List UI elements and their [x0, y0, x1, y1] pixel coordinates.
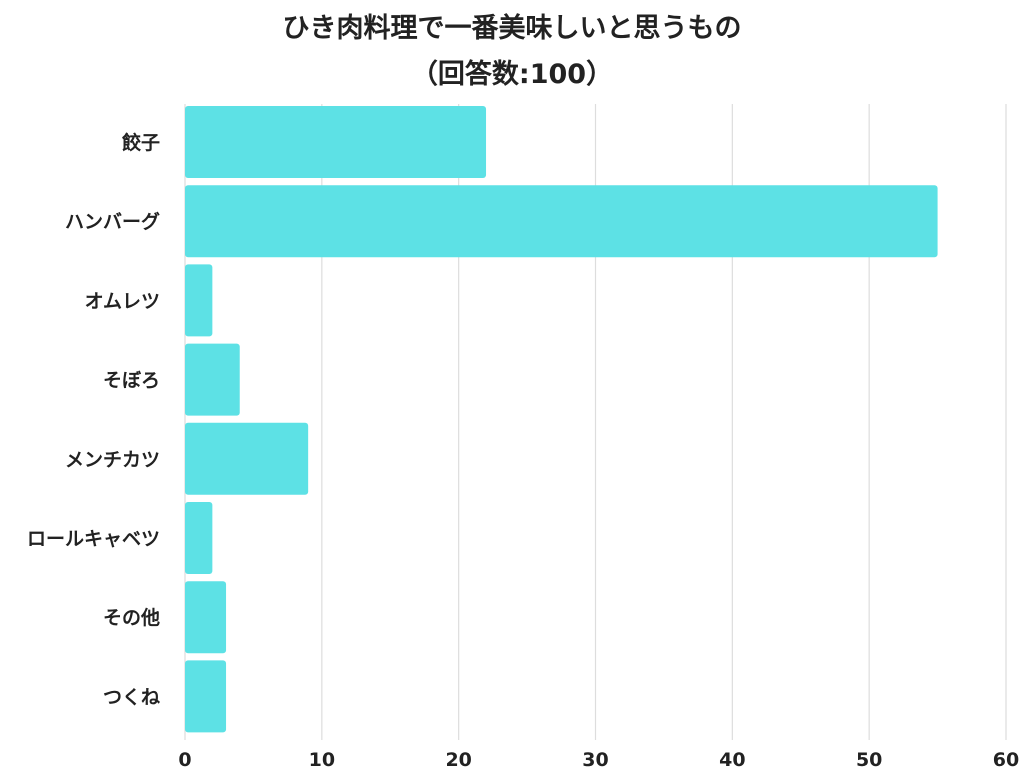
bar: [185, 581, 227, 654]
chart-title: ひき肉料理で一番美味しいと思うもの: [282, 13, 742, 44]
bar: [185, 502, 213, 574]
x-tick-label: 20: [445, 749, 471, 768]
category-label: そぼろ: [103, 370, 160, 392]
category-label: メンチカツ: [65, 449, 160, 471]
x-tick-label: 50: [856, 749, 882, 768]
bar: [185, 660, 227, 733]
x-tick-label: 0: [178, 749, 191, 768]
x-tick-label: 60: [993, 749, 1019, 768]
bar: [185, 185, 938, 258]
chart-subtitle: （回答数:100）: [410, 59, 614, 90]
x-tick-label: 30: [582, 749, 608, 768]
category-label: ロールキャベツ: [27, 528, 160, 550]
x-tick-label: 40: [719, 749, 745, 768]
x-tick-label: 10: [309, 749, 335, 768]
bar: [185, 106, 487, 178]
category-label: つくね: [103, 686, 160, 708]
category-label: 餃子: [122, 131, 160, 154]
bar: [185, 422, 309, 495]
bar: [185, 264, 213, 337]
category-label: その他: [103, 606, 160, 629]
bar: [185, 343, 240, 416]
category-label: オムレツ: [85, 290, 160, 312]
category-label: ハンバーグ: [65, 210, 160, 233]
